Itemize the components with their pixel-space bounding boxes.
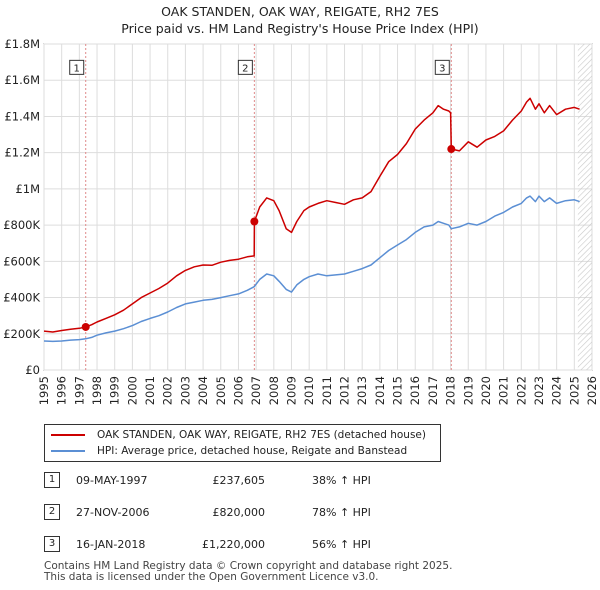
x-tick-label: 2023 (532, 376, 546, 405)
x-tick-label: 1998 (90, 376, 104, 405)
sale-hpi-diff: 56% ↑ HPI (312, 538, 371, 551)
y-tick-label: £1.8M (4, 37, 40, 51)
x-tick-label: 2026 (585, 376, 599, 405)
legend-label-hpi: HPI: Average price, detached house, Reig… (97, 445, 408, 457)
x-tick-label: 2000 (125, 376, 139, 405)
legend: OAK STANDEN, OAK WAY, REIGATE, RH2 7ES (… (44, 424, 441, 462)
sale-row: 3 16-JAN-2018 £1,220,000 56% ↑ HPI (44, 536, 444, 556)
footer-license: This data is licensed under the Open Gov… (44, 571, 379, 583)
sale-number-badge: 3 (44, 536, 60, 552)
sale-hpi-diff: 38% ↑ HPI (312, 474, 371, 487)
x-tick-label: 2015 (391, 376, 405, 405)
sale-point (81, 322, 90, 331)
sale-label-number: 3 (439, 63, 445, 74)
sale-date: 27-NOV-2006 (76, 506, 150, 519)
sale-price: £1,220,000 (202, 538, 265, 551)
x-tick-label: 2013 (355, 376, 369, 405)
y-tick-label: £1.4M (4, 109, 40, 123)
price-chart: £0 £200K £400K £600K £800K £1M £1.2M £1.4M £1.6M… (3, 37, 599, 405)
y-tick-label: £200K (3, 327, 40, 341)
x-tick-label: 2005 (214, 376, 228, 405)
sale-date: 09-MAY-1997 (76, 474, 148, 487)
x-tick-label: 2020 (479, 376, 493, 405)
sale-label-box (434, 59, 450, 75)
y-tick-label: £400K (3, 291, 40, 305)
x-tick-label: 2022 (514, 376, 528, 405)
x-tick-label: 2006 (231, 376, 245, 405)
chart-subtitle: Price paid vs. HM Land Registry's House … (121, 21, 479, 36)
sale-price: £237,605 (212, 474, 266, 487)
sale-number-badge: 2 (44, 504, 60, 520)
footer-copyright: Contains HM Land Registry data © Crown c… (44, 560, 453, 572)
x-tick-label: 2016 (408, 376, 422, 405)
y-tick-label: £1M (15, 182, 40, 196)
hpi-series-line (43, 195, 580, 343)
sale-date: 16-JAN-2018 (76, 538, 146, 551)
x-tick-label: 2011 (320, 376, 334, 405)
sale-label-box (237, 59, 253, 75)
sale-row: 1 09-MAY-1997 £237,605 38% ↑ HPI (44, 472, 444, 492)
sale-point (447, 145, 456, 154)
x-tick-label: 2010 (302, 376, 316, 405)
x-tick-label: 2019 (461, 376, 475, 405)
x-tick-label: 1997 (72, 376, 86, 405)
y-tick-label: £600K (3, 254, 40, 268)
x-tick-label: 2002 (161, 376, 175, 405)
x-tick-label: 1995 (37, 376, 51, 405)
x-tick-label: 2024 (550, 376, 564, 405)
sale-label-number: 2 (242, 63, 248, 74)
x-tick-label: 2003 (178, 376, 192, 405)
x-tick-label: 2021 (497, 376, 511, 405)
x-tick-label: 2004 (196, 376, 210, 405)
x-tick-label: 2017 (426, 376, 440, 405)
sale-point (250, 217, 259, 226)
legend-swatch-property (51, 434, 85, 436)
sale-number-badge: 1 (44, 472, 60, 488)
legend-item-property: OAK STANDEN, OAK WAY, REIGATE, RH2 7ES (… (51, 427, 426, 443)
chart-title: OAK STANDEN, OAK WAY, REIGATE, RH2 7ES (161, 4, 439, 19)
sale-price: £820,000 (212, 506, 266, 519)
x-tick-label: 2012 (338, 376, 352, 405)
x-tick-label: 2025 (567, 376, 581, 405)
y-tick-label: £800K (3, 218, 40, 232)
x-tick-label: 2007 (249, 376, 263, 405)
x-tick-label: 2018 (444, 376, 458, 405)
forecast-hatch (577, 44, 592, 370)
plot-area (43, 43, 593, 371)
x-tick-label: 2009 (284, 376, 298, 405)
x-tick-label: 2008 (267, 376, 281, 405)
legend-label-property: OAK STANDEN, OAK WAY, REIGATE, RH2 7ES (… (97, 429, 426, 441)
x-tick-label: 1996 (55, 376, 69, 405)
x-tick-label: 1999 (108, 376, 122, 405)
y-tick-label: £1.2M (4, 146, 40, 160)
legend-swatch-hpi (51, 450, 85, 452)
sale-row: 2 27-NOV-2006 £820,000 78% ↑ HPI (44, 504, 444, 524)
sale-label-number: 1 (74, 63, 80, 74)
x-tick-label: 2014 (373, 376, 387, 405)
y-tick-label: £0 (25, 363, 40, 377)
legend-item-hpi: HPI: Average price, detached house, Reig… (51, 443, 407, 459)
property-series-line (43, 97, 580, 333)
footer: Contains HM Land Registry data © Crown c… (44, 561, 452, 583)
sale-label-box (69, 59, 85, 75)
x-tick-label: 2001 (143, 376, 157, 405)
sale-hpi-diff: 78% ↑ HPI (312, 506, 371, 519)
y-tick-label: £1.6M (4, 73, 40, 87)
